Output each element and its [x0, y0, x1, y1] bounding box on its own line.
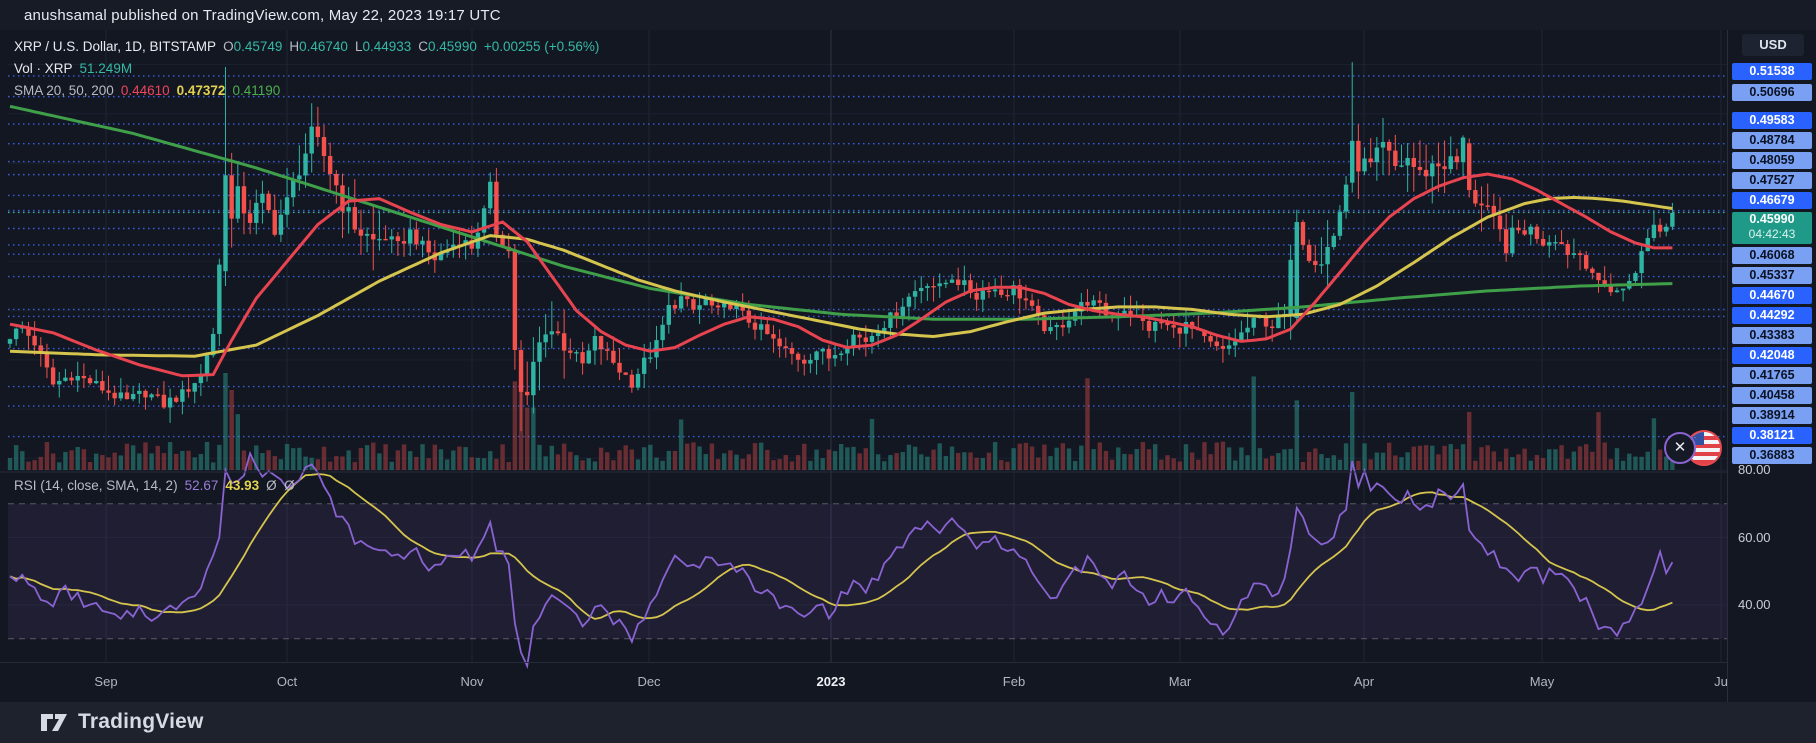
time-axis-label-ju: Ju — [1714, 674, 1728, 689]
price-level-label: 0.50696 — [1732, 84, 1812, 101]
time-axis-label-dec: Dec — [637, 674, 661, 689]
price-level-label: 0.45337 — [1732, 267, 1812, 284]
price-level-label: 0.43383 — [1732, 327, 1812, 344]
price-level-label: 0.36883 — [1732, 447, 1812, 464]
price-level-label: 0.46679 — [1732, 192, 1812, 209]
rsi-axis-label: 40.00 — [1738, 597, 1771, 612]
price-level-label: 0.44670 — [1732, 287, 1812, 304]
volume-series — [7, 373, 1675, 470]
price-axis[interactable]: USD 0.51538 0.50696 0.49583 0.48784 0.48059 0… — [1727, 30, 1816, 702]
time-axis-label-may: May — [1529, 674, 1555, 689]
daily-change: +0.00255 (+0.56%) — [483, 38, 600, 54]
price-level-label: 0.46068 — [1732, 247, 1812, 264]
rsi-label: RSI (14, close, SMA, 14, 2) — [14, 477, 178, 493]
time-axis-label-mar: Mar — [1168, 674, 1192, 689]
rsi-ma-line — [9, 473, 1673, 620]
sma200-value: 0.41190 — [232, 82, 281, 98]
candlestick-series — [7, 62, 1675, 432]
price-level-label: 0.42048 — [1732, 347, 1812, 364]
legend-block: XRP / U.S. Dollar, 1D, BITSTAMP O0.45749… — [14, 35, 599, 101]
currency-toggle-button[interactable]: USD — [1742, 34, 1804, 56]
sma200-line — [9, 104, 1673, 321]
sma20-value: 0.44610 — [120, 82, 170, 98]
sma50-line — [9, 195, 1673, 358]
tradingview-wordmark: TradingView — [78, 710, 204, 733]
chart-canvas — [0, 30, 1727, 670]
time-axis-label-apr: Apr — [1353, 674, 1375, 689]
price-level-label: 0.41765 — [1732, 367, 1812, 384]
chart-area[interactable]: XRP / U.S. Dollar, 1D, BITSTAMP O0.45749… — [0, 30, 1816, 702]
xrp-logo-icon: ✕ — [1664, 432, 1696, 464]
symbol-title: XRP / U.S. Dollar, 1D, BITSTAMP — [14, 38, 217, 54]
rsi-value: 52.67 — [184, 477, 219, 493]
time-axis-label-sep: Sep — [94, 674, 118, 689]
rsi-line — [9, 450, 1674, 670]
sma-label: SMA 20, 50, 200 — [14, 82, 114, 98]
price-level-label: 0.48059 — [1732, 152, 1812, 169]
rsi-axis-label: 60.00 — [1738, 529, 1771, 545]
sma-lines — [9, 104, 1673, 378]
symbol-legend-row[interactable]: XRP / U.S. Dollar, 1D, BITSTAMP O0.45749… — [14, 35, 599, 57]
rsi-ma-value: 43.93 — [225, 477, 260, 493]
ohlc-low: L0.44933 — [354, 38, 412, 54]
volume-label: Vol · XRP — [14, 60, 73, 76]
price-level-label: 0.38914 — [1732, 407, 1812, 424]
sma-legend-row[interactable]: SMA 20, 50, 200 0.44610 0.47372 0.41190 — [14, 79, 599, 101]
ohlc-open: O0.45749 — [223, 38, 283, 54]
ohlc-high: H0.46740 — [289, 38, 348, 54]
rsi-axis-label: 80.00 — [1738, 462, 1771, 477]
time-axis-label-nov: Nov — [460, 674, 484, 689]
time-axis-label-feb: Feb — [1002, 674, 1026, 689]
published-line: anushsamal published on TradingView.com,… — [24, 7, 501, 24]
current-price-label: 0.45990 04:42:43 — [1732, 212, 1812, 244]
time-axis-label-oct: Oct — [276, 674, 298, 689]
ohlc-close: C0.45990 — [418, 38, 477, 54]
sma20-line — [9, 172, 1673, 378]
tradingview-logo-icon — [41, 714, 67, 731]
volume-legend-row[interactable]: Vol · XRP 51.249M — [14, 57, 599, 79]
volume-value: 51.249M — [79, 60, 133, 76]
price-level-label: 0.51538 — [1732, 63, 1812, 80]
instrument-flags-icon: ······ ✕ — [1664, 428, 1728, 468]
time-axis[interactable]: Sep Oct Nov Dec 2023 Feb Mar Apr May Ju — [0, 662, 1728, 702]
price-level-label: 0.49583 — [1732, 112, 1812, 129]
published-header: anushsamal published on TradingView.com,… — [0, 0, 1816, 30]
tradingview-brand[interactable]: TradingView — [40, 710, 204, 734]
rsi-legend-row[interactable]: RSI (14, close, SMA, 14, 2) 52.67 43.93 … — [14, 474, 295, 496]
price-level-lines — [8, 75, 1727, 438]
price-level-label: 0.40458 — [1732, 387, 1812, 404]
price-level-label: 0.38121 — [1732, 427, 1812, 444]
rsi-divergence-flags: Ø Ø — [266, 477, 295, 493]
time-axis-label-2023: 2023 — [816, 674, 846, 689]
rsi-band — [8, 503, 1727, 640]
rsi-lines — [9, 450, 1674, 670]
price-level-label: 0.44292 — [1732, 307, 1812, 324]
price-level-label: 0.47527 — [1732, 172, 1812, 189]
sma50-value: 0.47372 — [176, 82, 226, 98]
rsi-legend-block: RSI (14, close, SMA, 14, 2) 52.67 43.93 … — [14, 474, 295, 496]
price-level-label: 0.48784 — [1732, 132, 1812, 149]
footer-bar: TradingView — [0, 702, 1816, 743]
